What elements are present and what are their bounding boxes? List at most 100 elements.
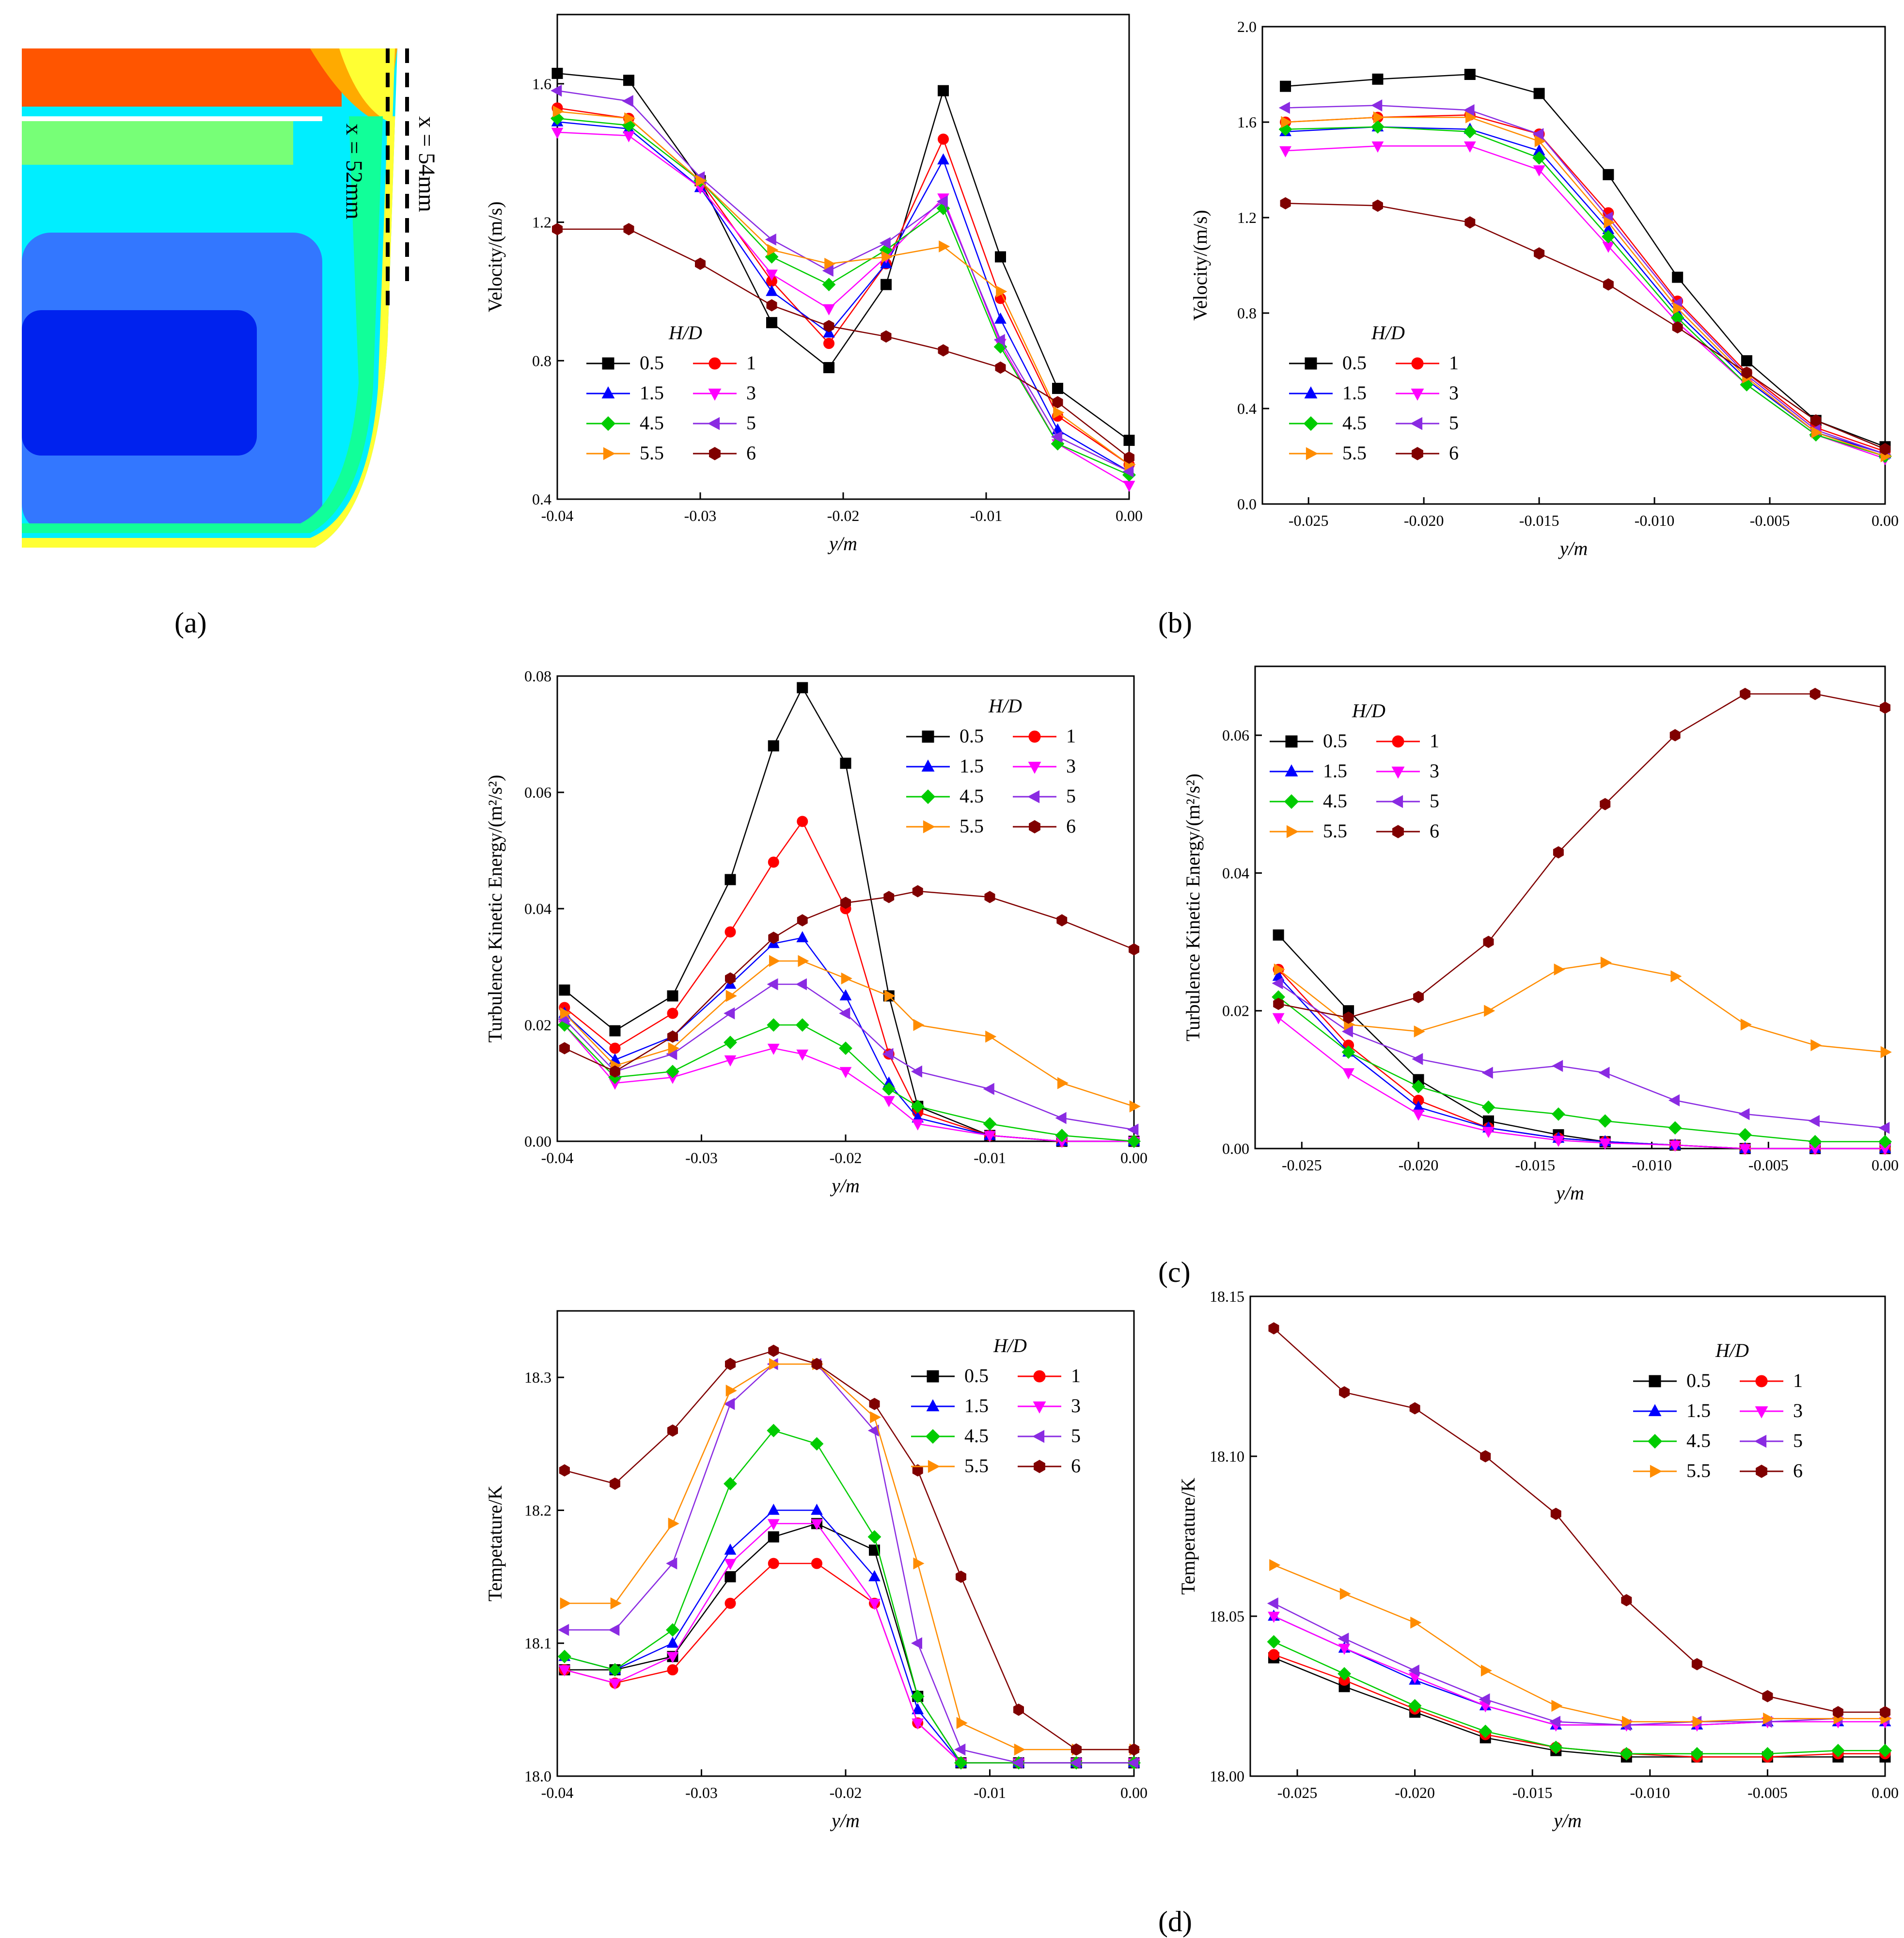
data-point-4.5: [810, 1437, 824, 1451]
series-line-5.5: [564, 960, 1134, 1107]
legend-label-4.5: 4.5: [640, 412, 664, 434]
data-point-5: [1479, 1693, 1490, 1705]
data-point-6: [1600, 798, 1611, 810]
data-point-5: [839, 1007, 850, 1020]
data-point-6: [912, 1464, 923, 1477]
data-point-4.5: [608, 1663, 622, 1677]
data-point-4.5: [1532, 151, 1546, 165]
data-point-5.5: [841, 972, 852, 985]
legend-label-5.5: 5.5: [1342, 442, 1367, 464]
legend-marker-4.5: [1647, 1434, 1663, 1449]
data-point-6: [1273, 997, 1284, 1010]
data-point-5: [1408, 1664, 1419, 1677]
data-point-5.5: [767, 244, 779, 256]
data-point-5.5: [695, 174, 707, 187]
legend-label-5: 5: [1793, 1430, 1803, 1451]
data-point-4.5: [1481, 1100, 1495, 1114]
data-point-6: [1553, 846, 1564, 859]
data-point-4.5: [1341, 1045, 1355, 1059]
data-point-6: [1740, 688, 1751, 700]
legend-label-0.5: 0.5: [640, 352, 664, 374]
data-point-6: [768, 931, 779, 944]
data-point-3: [623, 131, 635, 142]
data-point-3: [1482, 1127, 1495, 1138]
data-point-4.5: [911, 1100, 925, 1113]
series-line-3: [1278, 1017, 1885, 1150]
series-line-3: [564, 1523, 1134, 1764]
data-point-5.5: [769, 955, 780, 967]
data-point-6: [1550, 1508, 1561, 1520]
y-axis-label: Turbulence Kinetic Energy/(m²/s²): [484, 775, 506, 1043]
y-tick-label: 0.0: [1237, 495, 1257, 513]
x-tick-label: -0.020: [1404, 512, 1444, 529]
data-point-3: [766, 269, 778, 281]
data-point-6: [725, 972, 736, 985]
data-point-5: [608, 1623, 620, 1636]
series-line-5: [1273, 1603, 1885, 1726]
legend-label-1: 1: [1066, 725, 1076, 747]
data-point-5.5: [1811, 426, 1823, 439]
legend-marker-3: [1033, 1401, 1046, 1414]
data-point-1.5: [724, 1544, 737, 1555]
data-point-3: [912, 1119, 924, 1131]
data-point-5: [936, 195, 948, 208]
y-tick-label: 18.1: [524, 1635, 551, 1652]
data-point-6: [1343, 1011, 1354, 1024]
y-axis-label: Velocity/(m/s): [484, 202, 506, 313]
legend: H/D0.5 1 1.5 3 4.5 5 5.5 6: [586, 322, 756, 464]
x-tick-label: -0.02: [830, 1149, 862, 1166]
data-point-5.5: [1551, 1700, 1563, 1712]
data-point-5: [879, 237, 891, 249]
series-line-1.5: [557, 121, 1130, 472]
data-point-5.5: [1339, 1588, 1351, 1600]
x-tick-label: -0.015: [1512, 1784, 1553, 1801]
series-line-5: [1278, 982, 1886, 1129]
data-point-4.5: [724, 1477, 737, 1491]
series-line-1.5: [564, 937, 1134, 1142]
y-tick-label: 0.02: [524, 1016, 551, 1034]
data-point-3: [1268, 1611, 1280, 1623]
data-point-5.5: [1274, 963, 1285, 976]
data-point-3: [882, 1096, 895, 1107]
x-axis-label: y/m: [1554, 1182, 1584, 1204]
data-point-4.5: [1408, 1699, 1422, 1713]
data-point-6: [1880, 443, 1890, 456]
data-point-4.5: [666, 1623, 679, 1637]
data-point-5: [1412, 1053, 1423, 1065]
data-point-6: [1052, 396, 1063, 409]
data-point-5.5: [1622, 1716, 1633, 1728]
legend-marker-1: [1028, 730, 1041, 743]
data-point-6: [552, 223, 563, 236]
data-point-4.5: [1551, 1107, 1565, 1121]
series-line-1.5: [1285, 126, 1886, 455]
data-point-5.5: [769, 1358, 780, 1371]
legend-marker-1: [1033, 1370, 1046, 1383]
y-tick-label: 1.2: [532, 214, 551, 231]
data-point-6: [725, 1358, 736, 1371]
chart-tke-right: -0.025 -0.020 -0.015 -0.010 -0.005 0.00 0.00 0.…: [1182, 665, 1899, 1204]
legend-label-5: 5: [1449, 412, 1459, 434]
legend-title: H/D: [993, 1335, 1027, 1356]
data-point-5: [911, 1637, 922, 1650]
series-line-5: [1285, 105, 1886, 455]
legend-marker-1.5: [601, 386, 615, 399]
data-point-5: [1127, 1757, 1139, 1769]
contour-band-hot: [22, 48, 342, 107]
data-point-3: [1533, 165, 1545, 177]
panel-label-d: (d): [1158, 1906, 1192, 1938]
data-point-6: [1880, 1706, 1890, 1718]
data-point-3: [984, 1131, 996, 1142]
legend-marker-1.5: [1648, 1404, 1662, 1417]
data-point-4.5: [882, 1082, 896, 1096]
series-line-3: [1273, 1615, 1885, 1726]
legend-marker-1: [1392, 735, 1404, 748]
legend-marker-5: [1410, 417, 1423, 430]
legend-label-0.5: 0.5: [1686, 1370, 1711, 1391]
data-point-5.5: [824, 257, 836, 270]
legend-label-3: 3: [1066, 755, 1076, 777]
data-point-4.5: [983, 1117, 997, 1131]
data-point-4.5: [767, 1423, 781, 1437]
data-point-1: [797, 816, 808, 827]
legend-marker-1: [1411, 357, 1424, 370]
y-tick-label: 0.8: [532, 352, 551, 369]
